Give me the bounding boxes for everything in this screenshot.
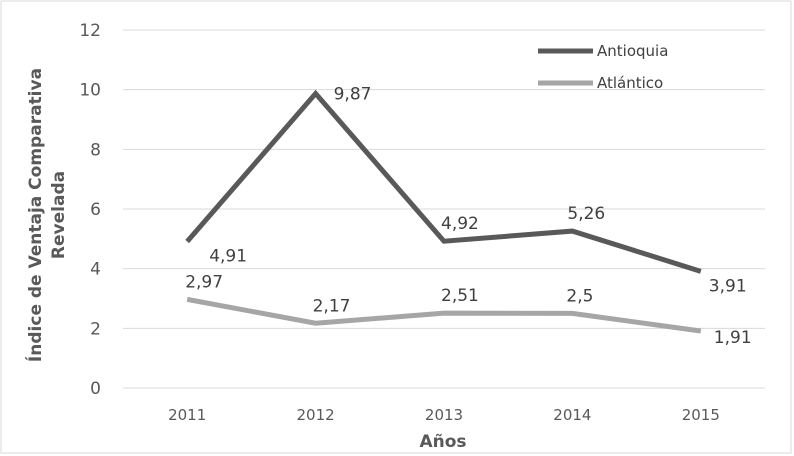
data-label: 9,87 — [334, 85, 372, 105]
y-tick-label: 4 — [90, 260, 101, 280]
legend-label-antioquia: Antioquia — [597, 42, 668, 60]
y-axis-title-line2: Revelada — [49, 171, 69, 259]
gridlines — [123, 29, 765, 389]
data-label: 2,51 — [441, 286, 479, 306]
legend: Antioquia Atlántico — [538, 42, 668, 92]
y-axis-title-line1: Índice de Ventaja Comparativa — [24, 68, 46, 362]
data-label: 4,91 — [209, 247, 247, 267]
y-axis-ticks: 0 2 4 6 8 10 12 — [79, 21, 101, 399]
legend-label-atlantico: Atlántico — [597, 74, 663, 92]
data-label: 2,5 — [566, 286, 593, 306]
data-label: 4,92 — [441, 214, 479, 234]
y-tick-label: 6 — [90, 200, 101, 220]
series-line-atlantico — [186, 296, 702, 334]
x-tick-label: 2011 — [168, 406, 206, 424]
y-tick-label: 0 — [90, 379, 101, 399]
series-line-antioquia — [185, 89, 702, 274]
data-label: 2,97 — [185, 272, 223, 292]
x-tick-label: 2012 — [297, 406, 335, 424]
x-axis-title: Años — [419, 432, 466, 452]
data-label: 2,17 — [313, 296, 351, 316]
x-tick-label: 2014 — [553, 406, 591, 424]
x-axis-ticks: 2011 2012 2013 2014 2015 — [168, 406, 720, 424]
series-lines — [185, 89, 702, 334]
data-label: 5,26 — [567, 204, 605, 224]
data-labels: 4,91 9,87 4,92 5,26 3,91 2,97 2,17 2,51 2,5 1,91 — [185, 85, 751, 348]
y-tick-label: 8 — [90, 140, 101, 160]
x-tick-label: 2013 — [425, 406, 463, 424]
data-label: 1,91 — [714, 328, 752, 348]
data-label: 3,91 — [709, 276, 747, 296]
y-tick-label: 10 — [79, 81, 101, 101]
y-tick-label: 2 — [90, 319, 101, 339]
x-tick-label: 2015 — [682, 406, 720, 424]
y-tick-label: 12 — [79, 21, 101, 41]
